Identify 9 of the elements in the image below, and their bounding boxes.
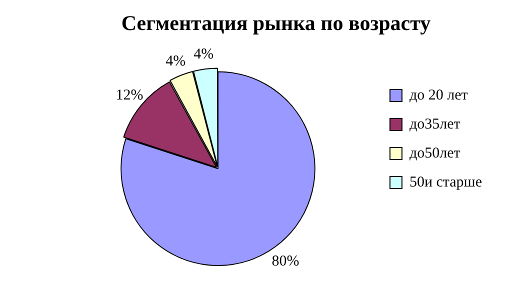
chart-title: Сегментация рынка по возрасту <box>121 11 432 36</box>
legend-label: до50лет <box>409 145 461 162</box>
data-label: 4% <box>194 46 214 63</box>
data-label: 4% <box>166 54 186 70</box>
data-label: 80% <box>272 253 300 270</box>
data-label: 12% <box>116 87 144 104</box>
legend-label: до35лет <box>409 116 461 132</box>
legend-label: до 20 лет <box>409 87 468 104</box>
legend-label: 50и старше <box>409 174 482 190</box>
